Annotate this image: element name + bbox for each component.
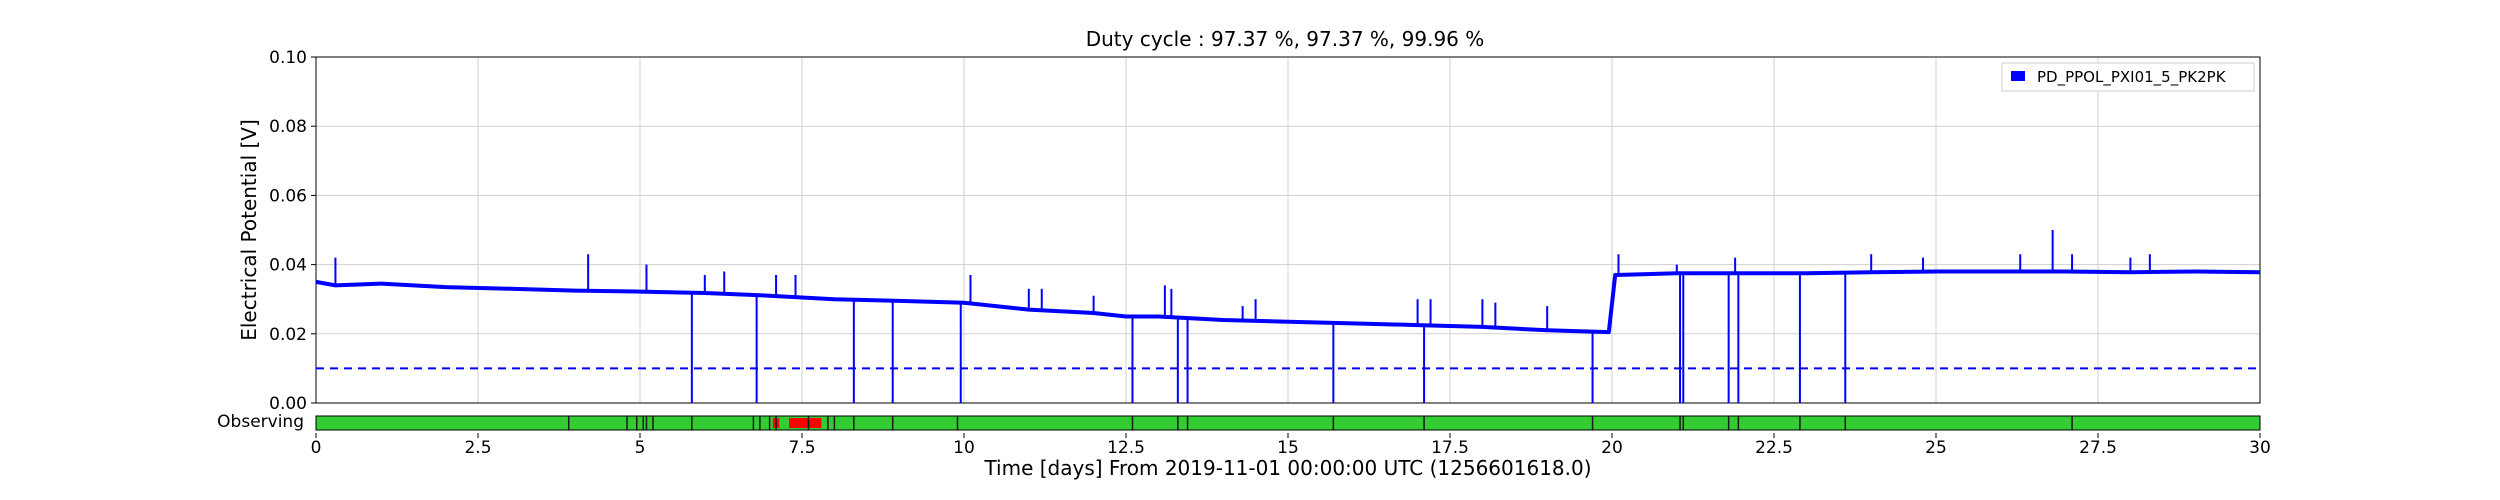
x-tick-label: 17.5 [1431, 438, 1469, 458]
legend-swatch [2011, 71, 2025, 81]
x-tick-label: 2.5 [464, 438, 491, 458]
plot-area [315, 56, 2261, 404]
y-tick-label: 0.00 [269, 394, 307, 414]
y-tick-label: 0.08 [269, 117, 307, 137]
legend: PD_PPOL_PXI01_5_PK2PK [2001, 62, 2255, 92]
state-bar-segment [316, 416, 2260, 430]
x-axis-ticks: 0 2.5 5 7.5 10 12.5 15 17.5 20 22.5 25 27.5 30 [311, 433, 2271, 458]
plot-frame [315, 56, 2261, 404]
x-tick-label: 15 [1277, 438, 1299, 458]
x-tick-label: 20 [1601, 438, 1623, 458]
x-tick-label: 25 [1925, 438, 1947, 458]
state-bar-frame [315, 415, 2261, 431]
x-tick-label: 10 [953, 438, 975, 458]
chart-title: Duty cycle : 97.37 %, 97.37 %, 99.96 % [1086, 27, 1485, 51]
legend-box [2001, 62, 2255, 92]
state-bar-flag [789, 418, 822, 428]
y-tick-label: 0.06 [269, 186, 307, 206]
x-tick-label: 5 [635, 438, 646, 458]
x-tick-label: 22.5 [1755, 438, 1793, 458]
x-tick-label: 12.5 [1107, 438, 1145, 458]
x-tick-label: 0 [311, 438, 322, 458]
state-bar-label: Observing [217, 412, 304, 432]
x-tick-label: 7.5 [788, 438, 815, 458]
y-tick-label: 0.02 [269, 325, 307, 345]
y-tick-label: 0.04 [269, 256, 307, 276]
y-axis-ticks: 0.00 0.02 0.04 0.06 0.08 0.10 [269, 48, 316, 414]
x-tick-label: 27.5 [2079, 438, 2117, 458]
legend-label: PD_PPOL_PXI01_5_PK2PK [2037, 68, 2227, 87]
series-line-pd-ppol [315, 269, 2261, 335]
y-axis-label: Electrical Potential [V] [237, 119, 261, 341]
x-tick-label: 30 [2249, 438, 2271, 458]
x-axis-label: Time [days] From 2019-11-01 00:00:00 UTC… [983, 456, 1591, 480]
series-layer [315, 230, 2261, 403]
state-bar: Observing [217, 412, 2261, 432]
y-tick-label: 0.10 [269, 48, 307, 68]
